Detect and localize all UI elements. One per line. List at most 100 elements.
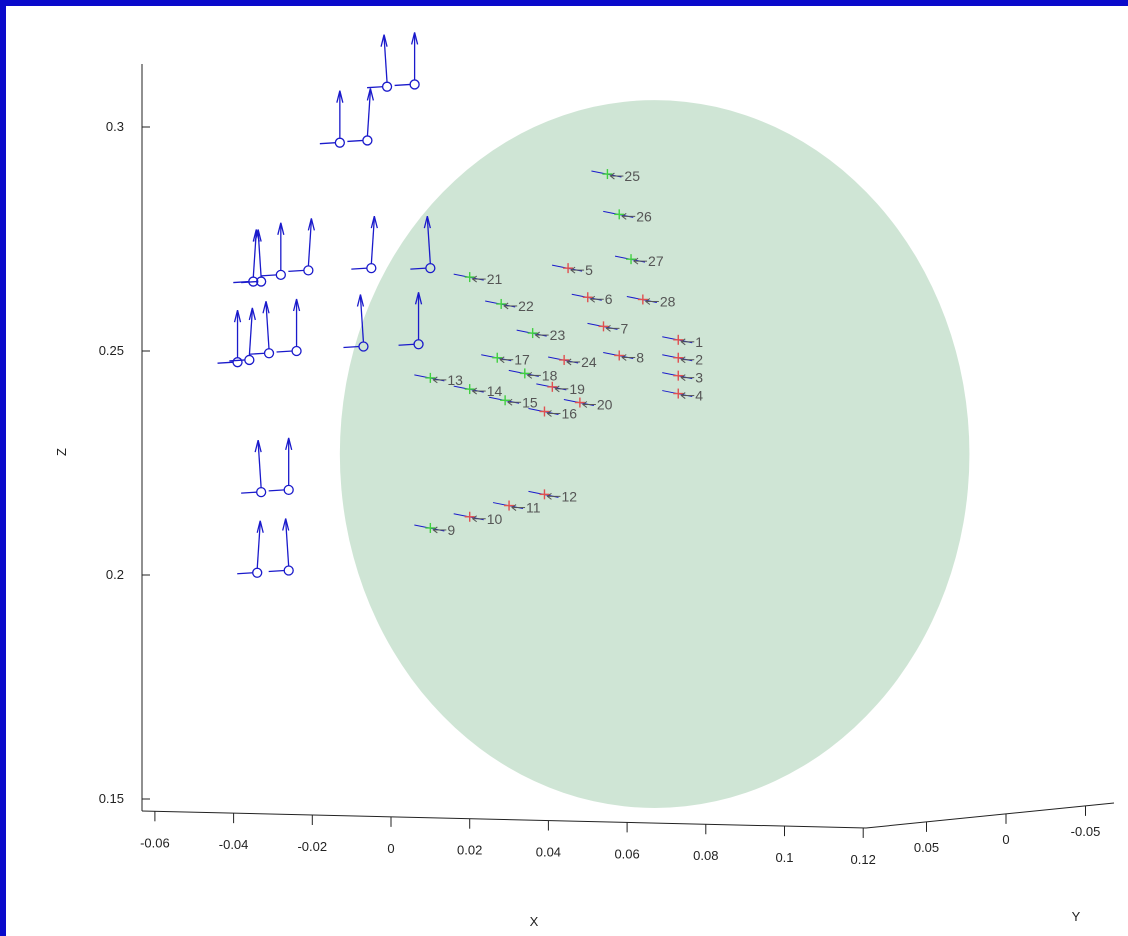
- dipole-circle: [283, 484, 294, 496]
- point-pointer-head: [680, 392, 686, 399]
- point-pointer-head: [680, 356, 686, 364]
- y-axis-line: [865, 802, 1115, 829]
- dipole-arrow-head: [366, 88, 375, 101]
- point-16: 16: [528, 405, 577, 421]
- point-12: 12: [528, 488, 577, 504]
- dipole-glyph-17: [347, 88, 375, 146]
- point-label: 23: [550, 327, 566, 343]
- dipole-arrow-head: [414, 292, 423, 305]
- x-axis-line: [141, 810, 867, 829]
- point-label: 9: [447, 522, 455, 538]
- point-5: 5: [551, 262, 593, 278]
- point-10: 10: [453, 511, 502, 527]
- y-axis-label: Y: [1072, 909, 1081, 924]
- dipole-arrow-shaft: [383, 36, 388, 83]
- x-tick-label-5: 0.04: [536, 845, 561, 860]
- point-label: 14: [487, 383, 503, 399]
- point-7: 7: [587, 320, 628, 336]
- dipole-arrow-head: [292, 298, 301, 312]
- dipole-arrow-shaft: [265, 303, 270, 350]
- point-pointer-head: [432, 376, 438, 384]
- dipole-arrow-shaft: [285, 520, 290, 567]
- dipole-circle: [263, 348, 275, 359]
- dipole-arrow-head: [370, 215, 378, 229]
- point-pointer-head: [582, 401, 588, 408]
- point-pointer-head: [534, 331, 540, 339]
- z-tick-label-0: 0.3: [106, 119, 124, 134]
- point-label: 2: [695, 352, 703, 368]
- point-19: 19: [536, 381, 585, 397]
- head-sphere-layer: [339, 100, 970, 808]
- dipole-arrow-shaft: [307, 220, 313, 267]
- point-pointer-head: [645, 298, 651, 305]
- dipole-glyph-16: [319, 90, 345, 148]
- point-pointer-head: [554, 385, 560, 393]
- dipole-stem: [288, 269, 305, 273]
- point-label: 6: [605, 291, 613, 307]
- point-24: 24: [548, 354, 597, 370]
- x-tick-label-3: 0: [387, 841, 394, 856]
- dipole-glyph-1: [268, 437, 294, 496]
- dipole-arrow-head: [285, 437, 293, 451]
- dipole-arrow-head: [380, 34, 388, 47]
- x-tick-label-0: -0.06: [140, 835, 170, 850]
- dipole-glyph-0: [241, 439, 267, 498]
- dipole-circle: [366, 262, 377, 274]
- point-pointer-head: [471, 275, 477, 283]
- point-label: 20: [597, 397, 613, 413]
- point-20: 20: [563, 397, 613, 413]
- x-tick-label-9: 0.12: [851, 852, 876, 867]
- dipole-glyph-4: [217, 310, 243, 368]
- point-23: 23: [516, 327, 566, 343]
- point-label: 17: [514, 352, 530, 368]
- y-tick-label-2: -0.05: [1071, 824, 1101, 839]
- point-9: 9: [414, 522, 455, 538]
- dipole-glyph-9: [241, 229, 267, 287]
- dipole-stem: [343, 345, 360, 349]
- point-label: 22: [518, 298, 534, 314]
- point-25: 25: [591, 168, 640, 184]
- dipole-circle: [255, 486, 267, 498]
- dipole-arrow-shaft: [370, 218, 375, 265]
- point-26: 26: [603, 208, 652, 224]
- dipole-arrow-shaft: [426, 218, 431, 265]
- dipole-stem: [394, 83, 411, 87]
- dipole-circle: [334, 137, 345, 148]
- point-pointer-head: [609, 172, 615, 180]
- dipole-stem: [217, 361, 234, 364]
- points-layer: 1234567891011121314151617181920212223242…: [414, 168, 703, 538]
- x-tick-label-8: 0.1: [775, 850, 793, 865]
- dipole-stem: [276, 350, 293, 353]
- point-pointer-head: [589, 295, 596, 303]
- dipole-arrow-head: [410, 32, 419, 45]
- dipole-glyph-6: [248, 301, 275, 359]
- ticks-layer: 0.30.250.20.15-0.06 -0.04 -0.02 0 0.02 0.04 0.…: [99, 119, 1101, 867]
- dipole-stem: [351, 267, 368, 270]
- point-pointer-head: [499, 356, 505, 364]
- point-pointer-head: [566, 358, 572, 366]
- dipole-stem: [237, 572, 254, 575]
- dipole-glyph-3: [268, 518, 294, 576]
- point-pointer-head: [633, 257, 639, 265]
- point-1: 1: [662, 334, 703, 350]
- x-tick-label-1: -0.04: [219, 837, 249, 852]
- dipole-arrow-head: [282, 518, 290, 531]
- dipole-glyph-10: [260, 222, 286, 280]
- dipole-glyph-12: [343, 294, 369, 352]
- dipole-stem: [398, 343, 415, 346]
- point-pointer-head: [471, 387, 477, 395]
- point-21: 21: [453, 271, 502, 287]
- dipole-glyph-11: [288, 218, 315, 276]
- point-label: 27: [648, 253, 664, 269]
- point-label: 28: [660, 293, 676, 309]
- point-label: 15: [522, 394, 538, 410]
- point-label: 26: [636, 208, 652, 224]
- point-label: 16: [561, 405, 577, 421]
- dipole-circle: [275, 269, 286, 280]
- dipole-stem: [367, 86, 384, 89]
- dipole-stem: [229, 359, 246, 362]
- point-label: 3: [695, 370, 703, 386]
- point-pointer-head: [546, 492, 552, 500]
- dipole-circle: [362, 135, 373, 146]
- point-pointer-head: [471, 515, 477, 523]
